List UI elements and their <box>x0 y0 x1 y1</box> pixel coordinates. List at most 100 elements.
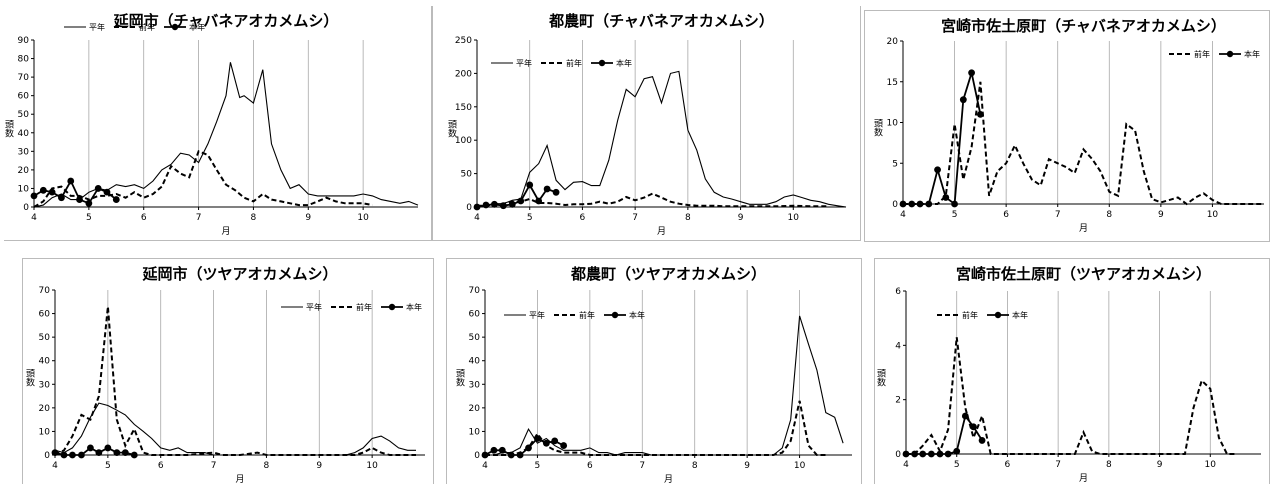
data-point <box>978 437 986 444</box>
chart-panel-tsuno-chabane: 都農町（チャバネアオカメムシ） 0 50 100 150 200 250 4 5 6 7 8 9 10 頭数… <box>432 6 861 241</box>
series-line-dashed <box>33 149 373 208</box>
y-tick-label: 60 <box>469 310 481 320</box>
data-point <box>961 412 969 420</box>
x-tick-label: 4 <box>52 461 58 471</box>
x-tick-label: 9 <box>1157 460 1163 470</box>
data-point <box>542 439 550 447</box>
x-tick-label: 5 <box>954 460 960 470</box>
y-tick-label: 80 <box>18 55 30 65</box>
legend-label: 前年 <box>579 310 595 320</box>
x-tick-label: 5 <box>86 213 92 223</box>
y-tick-label: 0 <box>892 200 898 210</box>
data-point <box>970 423 977 431</box>
data-point <box>916 200 924 208</box>
data-point <box>104 444 112 452</box>
y-tick-label: 70 <box>39 286 51 296</box>
data-point <box>516 451 524 459</box>
x-tick-label: 7 <box>1055 210 1061 220</box>
legend-label: 平年 <box>89 22 105 32</box>
data-point <box>551 437 559 445</box>
legend-label: 平年 <box>529 310 545 320</box>
y-tick-label: 10 <box>18 184 30 194</box>
data-point <box>942 194 950 201</box>
y-tick-label: 20 <box>469 404 481 414</box>
y-tick-label: 4 <box>895 341 901 351</box>
data-point <box>526 181 534 189</box>
data-point <box>87 444 94 452</box>
legend-label: 前年 <box>1194 49 1210 59</box>
legend-marker <box>171 23 179 31</box>
series-line-dashed <box>477 192 829 208</box>
data-point <box>959 96 967 104</box>
x-tick-label: 9 <box>1158 210 1164 220</box>
x-tick-label: 10 <box>357 213 369 223</box>
data-point <box>911 450 919 458</box>
x-tick-label: 4 <box>903 460 909 470</box>
legend-marker <box>1226 50 1234 58</box>
legend-label: 前年 <box>356 302 372 312</box>
chart-svg: 宮崎市佐土原町（ツヤアオカメムシ） 0 2 4 6 4 5 6 7 8 9 10 頭数月 前年 本年 <box>875 265 1261 484</box>
data-point <box>58 194 65 202</box>
legend-label: 本年 <box>616 58 632 68</box>
y-tick-label: 30 <box>39 380 51 390</box>
x-axis-label: 月 <box>1079 473 1088 484</box>
data-point <box>951 200 958 208</box>
y-tick-label: 10 <box>39 427 51 437</box>
series-line-dashed <box>906 337 1236 455</box>
y-tick-label: 50 <box>39 333 51 343</box>
y-axis-label: 頭数 <box>24 368 35 387</box>
x-tick-label: 7 <box>632 213 638 223</box>
data-point <box>121 449 129 457</box>
chart-title: 都農町（チャバネアオカメムシ） <box>548 12 774 30</box>
data-point <box>899 200 907 208</box>
x-tick-label: 5 <box>952 210 958 220</box>
y-tick-label: 100 <box>455 136 472 146</box>
data-point <box>552 188 560 196</box>
data-point <box>113 449 121 457</box>
data-point <box>927 450 935 458</box>
data-point <box>69 451 76 459</box>
data-point <box>30 192 38 200</box>
data-point <box>67 177 75 185</box>
y-tick-label: 10 <box>469 427 481 437</box>
data-point <box>94 185 102 192</box>
data-point <box>490 200 498 208</box>
y-tick-label: 150 <box>455 103 472 113</box>
x-tick-label: 10 <box>366 461 378 471</box>
series-line-dashed <box>54 306 416 456</box>
data-point <box>919 450 927 458</box>
legend-label: 前年 <box>566 58 582 68</box>
y-tick-label: 0 <box>895 450 901 460</box>
y-axis-label: 頭数 <box>446 119 457 138</box>
x-tick-label: 10 <box>1207 210 1219 220</box>
chart-panel-sadowara-chabane: 宮崎市佐土原町（チャバネアオカメムシ） 0 5 10 15 20 4 5 6 7 8 9 10 頭数月 前年… <box>864 10 1270 242</box>
chart-svg: 宮崎市佐土原町（チャバネアオカメムシ） 0 5 10 15 20 4 5 6 7 8 9 10 頭数月 前年… <box>872 17 1264 234</box>
x-tick-label: 5 <box>535 461 541 471</box>
y-tick-label: 40 <box>39 357 51 367</box>
y-tick-label: 0 <box>474 451 480 461</box>
data-point <box>498 446 506 454</box>
y-tick-label: 20 <box>39 404 51 414</box>
x-axis-label: 月 <box>1079 223 1088 234</box>
series-line-solid <box>476 70 847 208</box>
data-point <box>543 185 551 193</box>
series-line-marker <box>54 446 135 456</box>
x-tick-label: 6 <box>580 213 586 223</box>
x-tick-label: 8 <box>251 213 257 223</box>
x-tick-label: 4 <box>31 213 37 223</box>
data-point <box>968 69 975 77</box>
data-point <box>908 200 916 208</box>
y-tick-label: 200 <box>455 69 472 79</box>
chart-svg: 延岡市（ツヤアオカメムシ） 0 10 20 30 40 50 60 70 4 5 6 7 8 9 10 頭数月 平… <box>24 265 425 485</box>
x-tick-label: 7 <box>1055 460 1061 470</box>
y-tick-label: 90 <box>18 36 30 46</box>
data-point <box>508 200 516 208</box>
x-tick-label: 7 <box>211 461 217 471</box>
x-tick-label: 10 <box>794 461 806 471</box>
data-point <box>507 451 515 459</box>
y-axis-label: 頭数 <box>3 119 14 138</box>
data-point <box>103 188 111 196</box>
chart-panel-nobeoka-chabane: 延岡市（チャバネアオカメムシ） 0 10 20 30 40 50 60 70 80 90 4 5 6 7 8 9… <box>3 6 432 241</box>
y-tick-label: 250 <box>455 36 472 46</box>
data-point <box>48 188 56 196</box>
